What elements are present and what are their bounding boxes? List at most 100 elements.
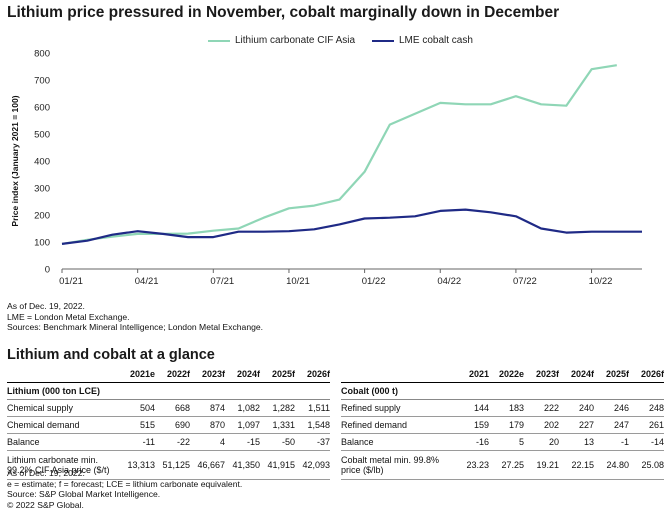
cobalt-header-label: Cobalt (000 t) xyxy=(341,382,454,400)
cobalt-cell-value: 240 xyxy=(559,399,594,417)
cobalt-cell-value: 23.23 xyxy=(454,450,489,480)
lithium-table-row: Balance -11 -22 4 -15 -50 -37 xyxy=(7,433,330,451)
lithium-column-header: 2025f xyxy=(271,369,295,379)
lithium-cell-value: -11 xyxy=(120,433,155,451)
cobalt-column-header: 2024f xyxy=(570,369,594,379)
cobalt-cell-value: 227 xyxy=(559,416,594,434)
lithium-cell-value: 13,313 xyxy=(120,450,155,480)
x-tick-label: 01/22 xyxy=(362,276,386,287)
cobalt-cell-value: 248 xyxy=(629,399,664,417)
cobalt-cell-value: 159 xyxy=(454,416,489,434)
y-axis-label: Price index (January 2021 = 100) xyxy=(10,95,20,226)
legend-item-cobalt: LME cobalt cash xyxy=(372,35,473,46)
table-note: Source: S&P Global Market Intelligence. xyxy=(7,489,161,499)
y-tick-label: 200 xyxy=(34,211,50,222)
cobalt-table: 2021 2022e 2023f 2024f 2025f 2026f Cobalt (00… xyxy=(341,366,664,480)
cobalt-cell-value: -1 xyxy=(594,433,629,451)
cobalt-cell-value: 5 xyxy=(489,433,524,451)
lithium-cell-value: 1,331 xyxy=(260,416,295,434)
x-tick-label: 10/22 xyxy=(589,276,613,287)
lithium-cell-value: -37 xyxy=(295,433,330,451)
legend-item-lithium: Lithium carbonate CIF Asia xyxy=(208,35,355,46)
cobalt-cell-value: 24.80 xyxy=(594,450,629,480)
lithium-table-row: Chemical supply 504 668 874 1,082 1,282 1,511 xyxy=(7,399,330,417)
lithium-cell-value: 1,282 xyxy=(260,399,295,417)
legend-swatch-lithium xyxy=(208,39,230,42)
lithium-row-label: Chemical supply xyxy=(7,399,120,417)
cobalt-cell-value: 202 xyxy=(524,416,559,434)
lithium-cell-value: 41,915 xyxy=(260,450,295,480)
lithium-cell-value: 504 xyxy=(120,399,155,417)
y-tick-label: 300 xyxy=(34,184,50,195)
cobalt-row-label: Refined supply xyxy=(341,399,454,417)
cobalt-table-row: Cobalt metal min. 99.8% price ($/lb) 23.2… xyxy=(341,450,664,480)
chart-note: LME = London Metal Exchange. xyxy=(7,311,130,322)
cobalt-table-row: Refined demand 159 179 202 227 247 261 xyxy=(341,416,664,434)
lithium-cell-value: -15 xyxy=(225,433,260,451)
chart-note: As of Dec. 19, 2022. xyxy=(7,301,85,311)
lithium-cell-value: 874 xyxy=(190,399,225,417)
chart-legend: Lithium carbonate CIF Asia LME cobalt ca… xyxy=(0,35,672,51)
cobalt-cell-value: -16 xyxy=(454,433,489,451)
cobalt-column-header: 2021 xyxy=(468,369,489,379)
y-tick-label: 700 xyxy=(34,76,50,87)
lithium-cell-value: 1,548 xyxy=(295,416,330,434)
lithium-column-header: 2023f xyxy=(201,369,225,379)
lithium-cell-value: 46,667 xyxy=(190,450,225,480)
cobalt-cell-value: 183 xyxy=(489,399,524,417)
lithium-column-header: 2022f xyxy=(166,369,190,379)
cobalt-cell-value: 20 xyxy=(524,433,559,451)
lithium-row-label: Balance xyxy=(7,433,120,451)
cobalt-cell-value: 246 xyxy=(594,399,629,417)
y-tick-label: 400 xyxy=(34,157,50,168)
legend-label-cobalt: LME cobalt cash xyxy=(399,35,473,46)
x-tick-label: 07/22 xyxy=(513,276,537,287)
cobalt-cell-value: 261 xyxy=(629,416,664,434)
lithium-column-header: 2021e xyxy=(129,369,155,379)
lithium-header-label: Lithium (000 ton LCE) xyxy=(7,382,120,400)
cobalt-row-label: Balance xyxy=(341,433,454,451)
cobalt-column-header: 2023f xyxy=(535,369,559,379)
x-tick-label: 10/21 xyxy=(286,276,310,287)
cobalt-section-header: Cobalt (000 t) xyxy=(341,382,664,400)
table-note: As of Dec. 19, 2022. xyxy=(7,468,85,478)
x-tick-label: 04/22 xyxy=(437,276,461,287)
lithium-table-row: Chemical demand 515 690 870 1,097 1,331 1,548 xyxy=(7,416,330,434)
lithium-row-label: Chemical demand xyxy=(7,416,120,434)
table-note: e = estimate; f = forecast; LCE = lithiu… xyxy=(7,478,243,489)
lithium-cell-value: 515 xyxy=(120,416,155,434)
cobalt-column-header: 2022e xyxy=(498,369,524,379)
lithium-cell-value: 1,511 xyxy=(295,399,330,417)
lithium-cell-value: 668 xyxy=(155,399,190,417)
cobalt-table-row: Balance -16 5 20 13 -1 -14 xyxy=(341,433,664,451)
legend-swatch-cobalt xyxy=(372,39,394,42)
cobalt-table-row: Refined supply 144 183 222 240 246 248 xyxy=(341,399,664,417)
series-line-lithium xyxy=(61,64,617,245)
x-tick-label: 04/21 xyxy=(135,276,159,287)
cobalt-cell-value: 27.25 xyxy=(489,450,524,480)
cobalt-row-label: Cobalt metal min. 99.8% price ($/lb) xyxy=(341,450,454,480)
x-tick-label: 01/21 xyxy=(59,276,83,287)
lithium-cell-value: 690 xyxy=(155,416,190,434)
lithium-year-header: 2021e 2022f 2023f 2024f 2025f 2026f xyxy=(7,366,330,383)
lithium-cell-value: 1,097 xyxy=(225,416,260,434)
lithium-cell-value: 870 xyxy=(190,416,225,434)
cobalt-column-header: 2025f xyxy=(605,369,629,379)
lithium-cell-value: 51,125 xyxy=(155,450,190,480)
cobalt-cell-value: -14 xyxy=(629,433,664,451)
chart-note: Sources: Benchmark Mineral Intelligence;… xyxy=(7,322,264,332)
cobalt-cell-value: 13 xyxy=(559,433,594,451)
lithium-table: 2021e 2022f 2023f 2024f 2025f 2026f Lithium (… xyxy=(7,366,330,480)
x-tick-label: 07/21 xyxy=(210,276,234,287)
lithium-column-header: 2026f xyxy=(306,369,330,379)
cobalt-cell-value: 222 xyxy=(524,399,559,417)
cobalt-cell-value: 25.08 xyxy=(629,450,664,480)
lithium-table-row: Lithium carbonate min. 99.2% CIF Asia pr… xyxy=(7,450,330,480)
lithium-cell-value: -50 xyxy=(260,433,295,451)
table-title: Lithium and cobalt at a glance xyxy=(7,347,215,363)
lithium-section-header: Lithium (000 ton LCE) xyxy=(7,382,330,400)
chart-title: Lithium price pressured in November, cob… xyxy=(7,4,560,21)
table-note: © 2022 S&P Global. xyxy=(7,499,84,510)
series-line-cobalt xyxy=(61,208,642,245)
lithium-cell-value: 42,093 xyxy=(295,450,330,480)
